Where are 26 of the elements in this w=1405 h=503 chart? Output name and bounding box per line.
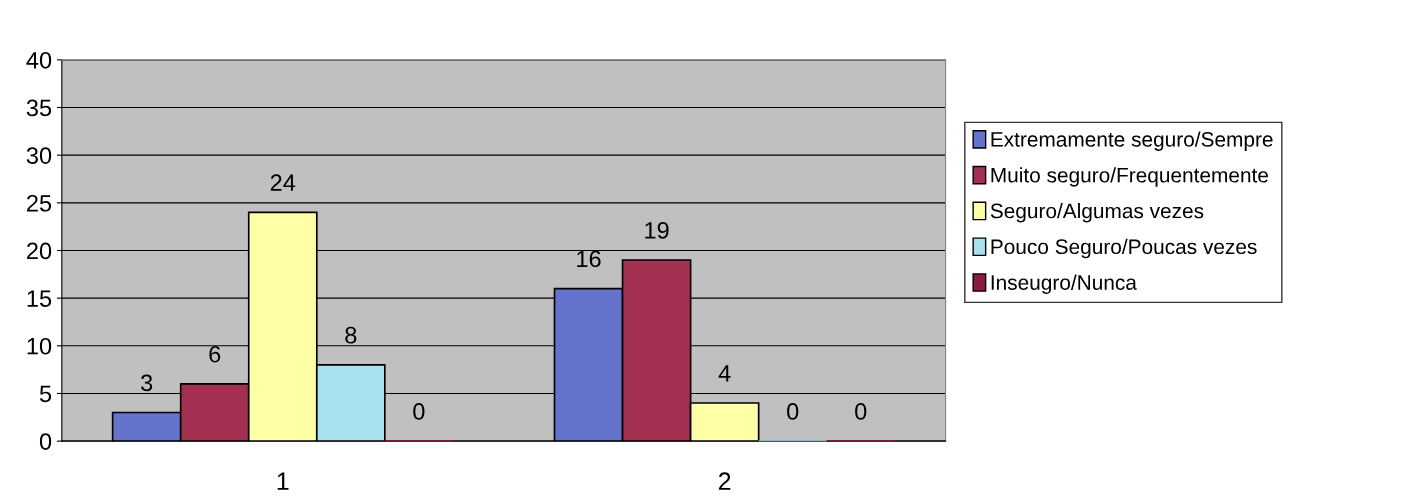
y-tick-label: 0	[39, 433, 52, 450]
y-tick-label: 5	[39, 385, 52, 403]
y-tick-label: 10	[27, 337, 52, 355]
y-tick-label: 40	[26, 51, 52, 69]
y-tick-label: 30	[26, 147, 52, 164]
y-tick-label: 35	[26, 99, 52, 117]
legend-label: Pouco Seguro/Poucas vezes	[991, 238, 1257, 259]
data-label: 4	[718, 365, 731, 382]
legend-label: Muito seguro/Frequentemente	[991, 167, 1268, 187]
legend-label: Inseugro/Nunca	[991, 274, 1137, 295]
legend-label: Extremamente seguro/Sempre	[991, 131, 1273, 151]
data-label: 3	[140, 374, 153, 392]
data-label: 0	[413, 403, 425, 420]
data-label: 0	[855, 403, 867, 420]
data-label: 6	[209, 345, 221, 363]
x-tick-label: 2	[718, 472, 731, 490]
y-tick-label: 15	[27, 290, 52, 307]
y-tick-label: 20	[27, 242, 52, 260]
data-label: 24	[270, 174, 296, 191]
data-label: 0	[787, 403, 799, 420]
y-tick-label: 25	[27, 194, 52, 212]
data-label: 16	[577, 250, 601, 268]
data-label: 19	[645, 221, 669, 239]
data-label: 8	[345, 326, 357, 344]
legend-label: Seguro/Algumas vezes	[990, 203, 1204, 223]
x-tick-label: 1	[277, 472, 289, 490]
